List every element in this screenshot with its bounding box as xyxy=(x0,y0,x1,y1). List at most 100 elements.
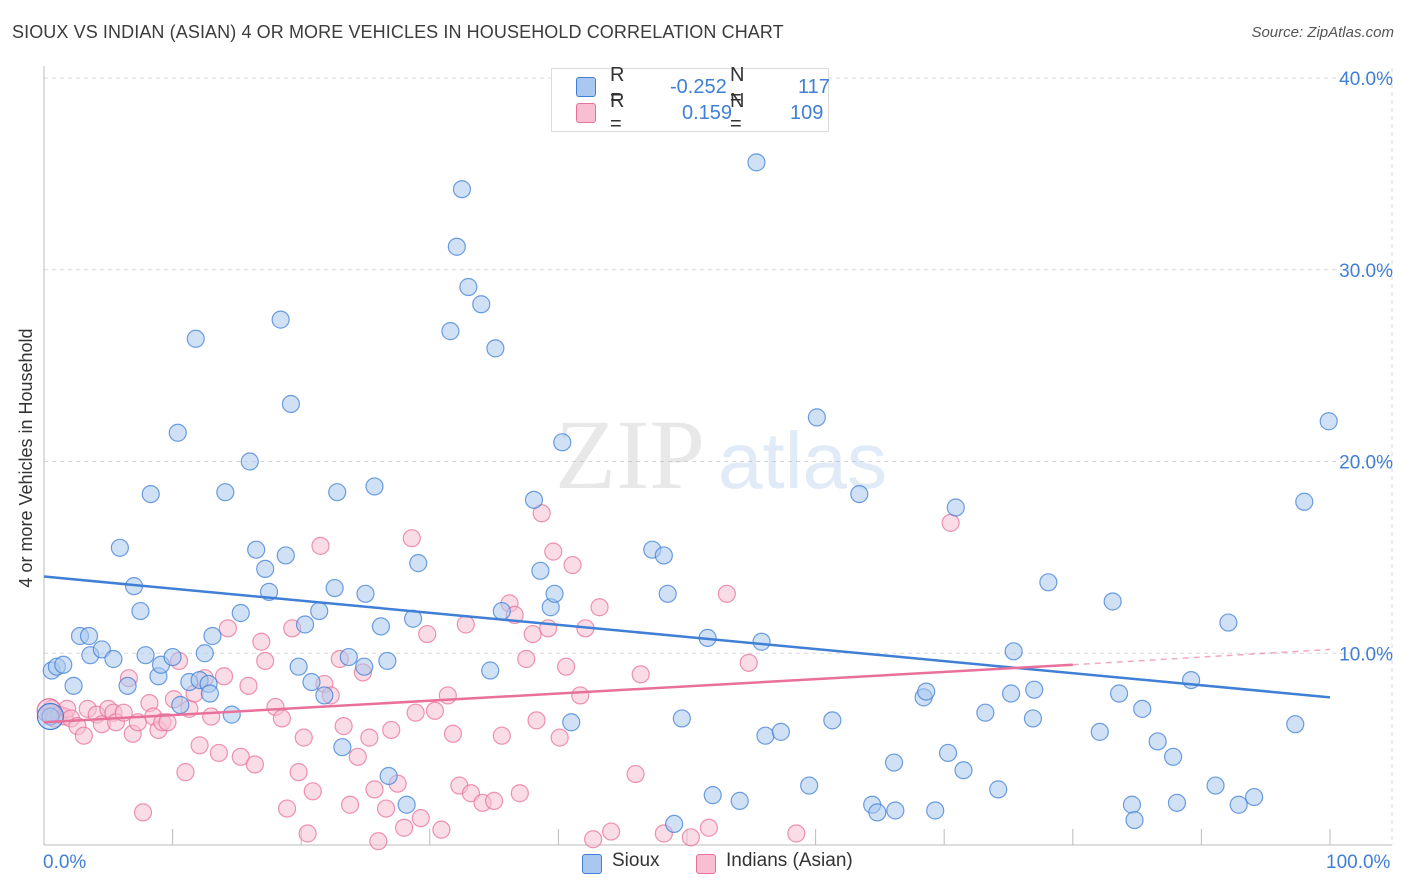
data-point xyxy=(443,724,463,743)
data-point xyxy=(378,651,397,671)
data-point xyxy=(1245,787,1264,807)
data-point xyxy=(214,667,234,686)
data-point xyxy=(1219,613,1238,632)
data-point xyxy=(369,832,388,851)
data-point xyxy=(447,237,466,256)
trend-lines xyxy=(43,575,1331,724)
data-point xyxy=(492,726,511,745)
data-point xyxy=(886,801,905,820)
data-point xyxy=(348,747,367,766)
data-point xyxy=(926,801,945,820)
data-point xyxy=(158,713,177,732)
legend-r-value: 0.159 xyxy=(682,101,733,124)
data-point xyxy=(941,513,960,532)
data-point xyxy=(222,705,241,724)
legend-r-label: R = xyxy=(610,64,625,109)
data-point xyxy=(550,728,569,747)
data-point xyxy=(110,538,129,557)
data-point xyxy=(571,686,590,705)
data-point xyxy=(459,277,478,297)
data-point xyxy=(703,786,722,805)
y-tick-label: 40.0% xyxy=(1339,69,1393,90)
data-point xyxy=(271,310,290,329)
data-point xyxy=(1122,795,1142,814)
data-point xyxy=(218,619,237,638)
data-point-cluster xyxy=(36,702,65,731)
data-point xyxy=(510,784,529,803)
data-point xyxy=(563,555,582,575)
data-point xyxy=(303,782,322,801)
data-point xyxy=(532,504,551,523)
data-point xyxy=(209,743,228,763)
source-label: Source: ZipAtlas.com xyxy=(1251,24,1394,41)
data-point xyxy=(807,408,826,427)
data-point xyxy=(425,701,445,720)
data-point xyxy=(118,676,137,695)
data-point xyxy=(310,601,329,621)
data-point xyxy=(1286,715,1305,734)
data-point xyxy=(394,818,414,837)
data-point xyxy=(163,647,182,667)
data-point xyxy=(1039,573,1058,592)
data-point xyxy=(1133,699,1152,718)
data-point xyxy=(823,711,842,730)
data-point xyxy=(472,295,491,314)
bottom-legend-label-indian: Indians (Asian) xyxy=(726,850,853,871)
data-point xyxy=(438,686,457,705)
data-point xyxy=(315,686,334,705)
data-point xyxy=(739,653,758,672)
data-point xyxy=(989,780,1008,799)
data-point xyxy=(339,647,358,667)
data-point xyxy=(365,477,384,496)
data-point xyxy=(79,626,99,646)
data-point xyxy=(302,672,321,692)
data-point xyxy=(376,799,396,818)
data-point xyxy=(562,713,581,732)
data-point xyxy=(252,632,271,651)
data-point xyxy=(1109,684,1129,703)
data-point xyxy=(176,763,195,782)
data-point xyxy=(231,747,250,766)
data-point xyxy=(402,529,421,548)
y-tick-label: 10.0% xyxy=(1339,644,1393,665)
data-point xyxy=(239,676,258,695)
data-point xyxy=(289,657,308,676)
data-point xyxy=(976,703,995,722)
data-point xyxy=(626,764,645,784)
data-point xyxy=(360,728,379,747)
data-point xyxy=(756,726,775,745)
data-point xyxy=(136,646,155,665)
data-point xyxy=(340,795,360,814)
data-point xyxy=(256,559,275,578)
data-point xyxy=(1167,793,1187,812)
data-point xyxy=(325,578,344,598)
data-point xyxy=(333,738,352,757)
data-point xyxy=(1004,642,1023,661)
data-point xyxy=(202,707,221,726)
data-point xyxy=(74,726,93,745)
data-point xyxy=(328,483,347,502)
data-point xyxy=(884,753,904,772)
data-point xyxy=(752,632,771,651)
data-point xyxy=(245,755,265,774)
data-point xyxy=(355,657,374,676)
data-point xyxy=(771,722,790,741)
trend-line-sioux xyxy=(43,575,1331,699)
data-point xyxy=(104,649,123,669)
data-point xyxy=(277,799,297,818)
data-point xyxy=(1229,795,1248,814)
data-point xyxy=(1125,810,1144,830)
data-point xyxy=(356,584,375,603)
data-point xyxy=(276,546,295,565)
data-point xyxy=(557,657,576,676)
series-sioux-points xyxy=(36,153,1338,834)
trend-line-indian-extension xyxy=(1072,648,1331,666)
data-point xyxy=(411,809,430,828)
data-point xyxy=(544,542,563,561)
data-point xyxy=(1148,732,1167,751)
axes: 10.0% 20.0% 30.0% 40.0% xyxy=(43,66,1393,846)
data-point xyxy=(553,433,572,452)
y-axis-label: 4 or more Vehicles in Household xyxy=(16,328,36,588)
data-point xyxy=(717,584,736,603)
data-point xyxy=(699,818,718,837)
